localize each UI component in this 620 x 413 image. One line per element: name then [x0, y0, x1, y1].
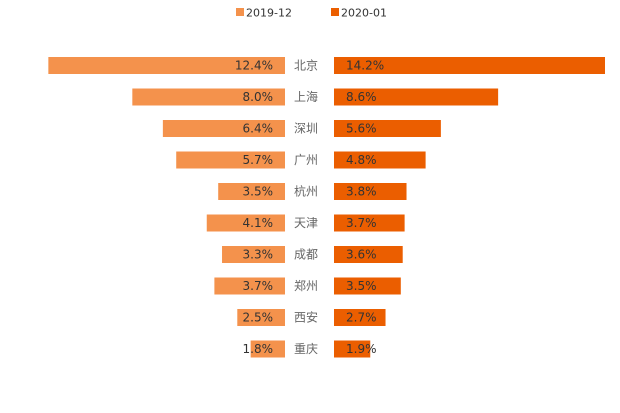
bar-2020-01: [334, 340, 371, 358]
category-label: 北京: [294, 59, 318, 73]
bar-2019-12: [176, 151, 285, 169]
bar-2019-12: [132, 88, 285, 106]
data-label-2019-12: 12.4%: [235, 59, 273, 73]
data-label-2019-12: 4.1%: [243, 216, 274, 230]
data-label-2020-01: 4.8%: [346, 153, 377, 167]
bar-2020-01: [334, 88, 499, 106]
category-label: 重庆: [294, 342, 318, 356]
data-label-2020-01: 8.6%: [346, 90, 377, 104]
bar-2019-12: [48, 57, 285, 74]
data-label-2019-12: 3.7%: [243, 279, 274, 293]
category-label: 深圳: [294, 122, 318, 136]
category-label: 杭州: [294, 184, 318, 199]
bar-2019-12: [214, 277, 285, 295]
data-label-2019-12: 3.3%: [243, 248, 274, 262]
data-label-2020-01: 1.9%: [346, 342, 377, 356]
bar-2019-12: [250, 340, 285, 358]
category-label: 上海: [294, 89, 318, 104]
bar-2019-12: [222, 246, 285, 263]
data-label-2020-01: 2.7%: [346, 311, 377, 325]
bar-2020-01: [334, 183, 407, 200]
data-label-2019-12: 6.4%: [243, 122, 274, 136]
category-label: 郑州: [294, 278, 318, 293]
category-label: 天津: [294, 216, 318, 230]
legend-label-2020-01: 2020-01: [341, 7, 387, 20]
bar-2019-12: [162, 120, 285, 137]
bar-2020-01: [334, 120, 441, 137]
bar-2020-01: [334, 309, 386, 326]
legend-swatch-2019-12: [236, 8, 244, 16]
category-label: 成都: [294, 248, 318, 262]
category-label: 广州: [294, 153, 318, 167]
bar-2020-01: [334, 277, 401, 295]
data-label-2019-12: 2.5%: [243, 311, 274, 325]
data-label-2019-12: 8.0%: [243, 90, 274, 104]
bar-2020-01: [334, 214, 405, 232]
bar-2019-12: [206, 214, 285, 232]
data-label-2019-12: 5.7%: [243, 153, 274, 167]
bar-2020-01: [334, 246, 403, 263]
bar-2019-12: [218, 183, 285, 200]
bar-2020-01: [334, 57, 605, 74]
data-label-2020-01: 3.8%: [346, 185, 377, 199]
data-label-2020-01: 3.6%: [346, 248, 377, 262]
data-label-2019-12: 1.8%: [243, 342, 274, 356]
plot-area: 北京 12.4% 14.2% 上海 8.0% 8.6% 深圳 6.4% 5.6% 广州 5.7% 4.…: [48, 57, 605, 358]
bar-2020-01: [334, 151, 426, 169]
category-label: 西安: [294, 310, 318, 325]
legend: 2019-12 2020-01: [236, 7, 387, 20]
legend-swatch-2020-01: [331, 8, 339, 16]
data-label-2020-01: 3.7%: [346, 216, 377, 230]
bar-2019-12: [237, 309, 285, 326]
data-label-2020-01: 5.6%: [346, 122, 377, 136]
data-label-2019-12: 3.5%: [243, 185, 274, 199]
data-label-2020-01: 14.2%: [346, 59, 384, 73]
data-label-2020-01: 3.5%: [346, 279, 377, 293]
legend-label-2019-12: 2019-12: [246, 7, 292, 20]
